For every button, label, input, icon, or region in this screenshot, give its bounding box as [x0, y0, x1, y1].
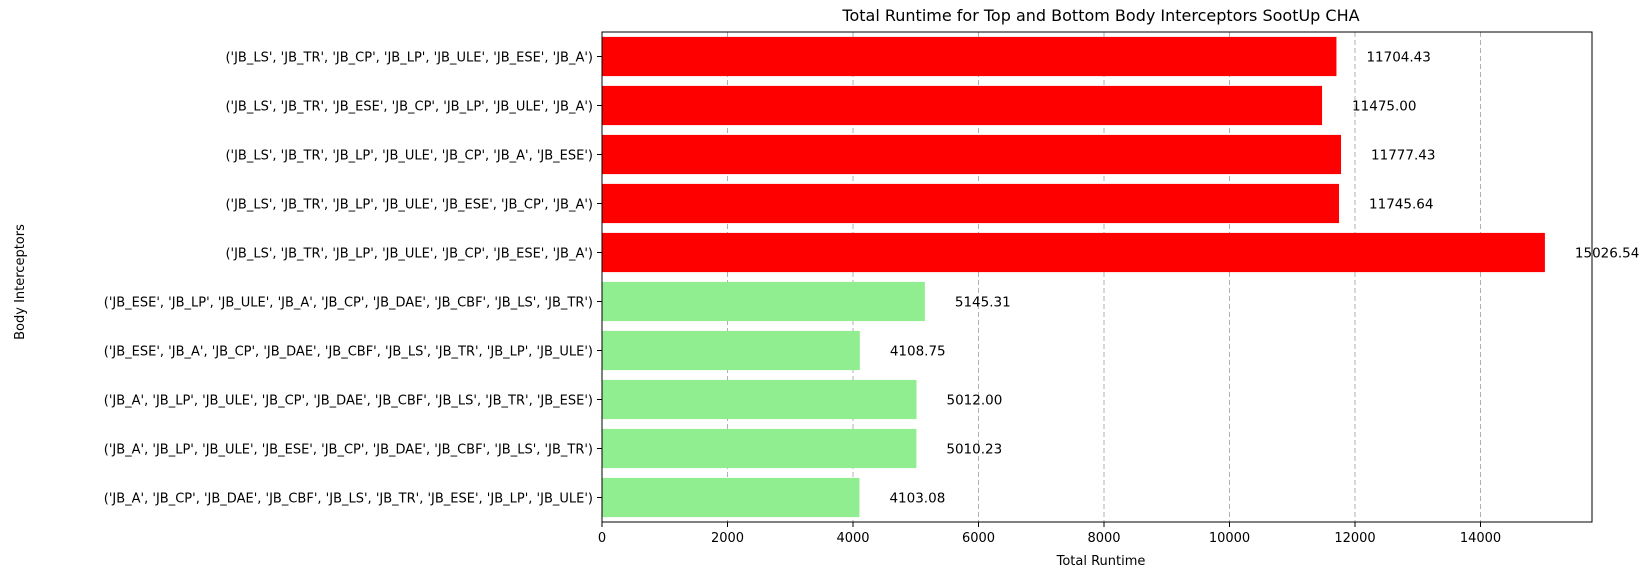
y-tick-label: ('JB_A', 'JB_LP', 'JB_ULE', 'JB_ESE', 'J…: [104, 443, 593, 458]
x-tick-label: 4000: [836, 531, 869, 546]
bar-top: [602, 134, 1342, 175]
bar-value-label: 5010.23: [946, 442, 1002, 458]
bar-value-label: 4108.75: [890, 344, 946, 360]
bar-value-label: 4103.08: [889, 491, 945, 507]
bar-value-label: 11777.43: [1371, 148, 1435, 164]
plot-frame: [601, 31, 1593, 523]
bar-value-label: 15026.54: [1575, 246, 1639, 262]
x-tick-label: 8000: [1087, 531, 1120, 546]
bar-bottom: [602, 379, 917, 420]
bar-top: [602, 232, 1545, 273]
y-tick-label: ('JB_LS', 'JB_TR', 'JB_LP', 'JB_ULE', 'J…: [225, 247, 593, 262]
bar-value-label: 5145.31: [955, 295, 1011, 311]
x-tick-label: 2000: [711, 531, 744, 546]
x-tick-label: 12000: [1334, 531, 1375, 546]
x-tick-label: 10000: [1209, 531, 1250, 546]
y-tick-label: ('JB_LS', 'JB_TR', 'JB_CP', 'JB_LP', 'JB…: [225, 51, 593, 66]
y-tick-label: ('JB_LS', 'JB_TR', 'JB_LP', 'JB_ULE', 'J…: [225, 149, 593, 164]
bar-top: [602, 36, 1337, 77]
bar-value-label: 11745.64: [1369, 197, 1433, 213]
bar-bottom: [602, 281, 925, 322]
y-axis-label: Body Interceptors: [13, 224, 28, 340]
y-tick-label: ('JB_LS', 'JB_TR', 'JB_ESE', 'JB_CP', 'J…: [225, 100, 593, 115]
bar-top: [602, 85, 1323, 126]
bar-value-label: 11475.00: [1352, 99, 1416, 115]
bar-top: [602, 183, 1340, 224]
bar-bottom: [602, 477, 860, 518]
bar-bottom: [602, 428, 917, 469]
chart-title: Total Runtime for Top and Bottom Body In…: [841, 6, 1359, 25]
y-tick-label: ('JB_LS', 'JB_TR', 'JB_LP', 'JB_ULE', 'J…: [225, 198, 593, 213]
value-labels: 11704.43 11475.00 11777.43 11745.64 15026.54…: [889, 50, 1639, 507]
y-axis-tick-labels: ('JB_LS', 'JB_TR', 'JB_CP', 'JB_LP', 'JB…: [104, 51, 602, 507]
x-axis-ticks: 0 2000 4000 6000 8000 10000 12000 14000: [598, 522, 1501, 546]
x-tick-label: 0: [598, 531, 606, 546]
bar-bottom: [602, 330, 860, 371]
bars: [602, 36, 1545, 518]
y-tick-label: ('JB_A', 'JB_CP', 'JB_DAE', 'JB_CBF', 'J…: [104, 492, 593, 507]
x-axis-label: Total Runtime: [1056, 554, 1146, 569]
y-tick-label: ('JB_A', 'JB_LP', 'JB_ULE', 'JB_CP', 'JB…: [104, 394, 593, 409]
y-tick-label: ('JB_ESE', 'JB_A', 'JB_CP', 'JB_DAE', 'J…: [104, 345, 593, 360]
bar-value-label: 5012.00: [947, 393, 1003, 409]
x-tick-label: 14000: [1460, 531, 1501, 546]
y-tick-label: ('JB_ESE', 'JB_LP', 'JB_ULE', 'JB_A', 'J…: [104, 296, 593, 311]
bar-value-label: 11704.43: [1366, 50, 1430, 66]
x-tick-label: 6000: [962, 531, 995, 546]
